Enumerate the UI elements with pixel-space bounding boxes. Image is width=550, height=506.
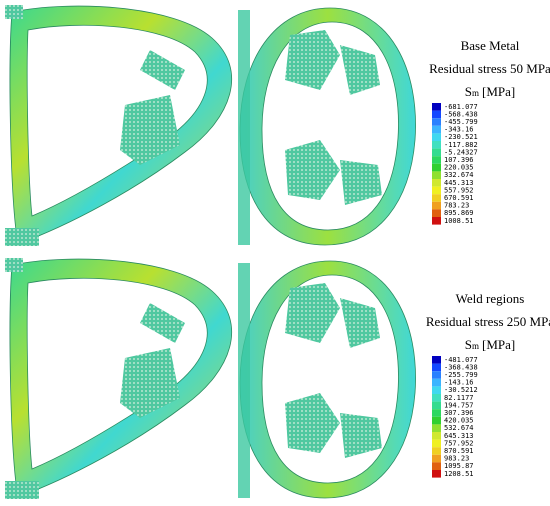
level-label: -117.882 [444,141,478,149]
quantity-label: Sm [MPa] [465,84,515,99]
level-label: -230.521 [444,133,478,141]
level-label: 307.396 [444,409,474,417]
unit: [MPa] [482,337,515,352]
legend-title: Weld regions [456,291,525,306]
render-top [4,4,417,247]
color-swatch [432,179,441,187]
color-swatch [432,386,441,394]
level-label: 420.035 [444,417,474,425]
level-label: 532.674 [444,424,474,432]
level-label: -143.16 [444,379,474,387]
level-label: 895.869 [444,209,474,217]
subscript: m [472,341,479,351]
color-swatch [432,356,441,364]
level-label: 1095.87 [444,462,474,470]
level-label: 645.313 [444,432,474,440]
level-label: -343.16 [444,126,474,134]
color-swatch [432,416,441,425]
level-label: -568.438 [444,110,478,118]
color-swatch [432,194,441,202]
color-swatch [432,454,441,463]
legend-subtitle: Residual stress 50 MPa [429,61,550,76]
level-label: -255.799 [444,371,478,379]
level-label: 82.1177 [444,394,474,402]
level-label: -681.077 [444,103,478,111]
color-swatch [432,171,441,179]
level-label: 557.952 [444,186,474,194]
legend-title: Base Metal [461,38,520,53]
color-swatch [432,217,441,225]
color-swatch [432,378,441,387]
level-label: 220.035 [444,164,474,172]
level-label: 983.23 [444,455,469,463]
color-swatch [432,133,441,141]
color-swatch [432,201,441,210]
color-swatch [432,409,441,417]
symbol: S [465,84,472,99]
level-label: 870.591 [444,447,474,455]
level-label: 1208.51 [444,470,474,478]
legend-subtitle: Residual stress 250 MPa [426,314,550,329]
level-label: -5.24327 [444,148,478,156]
level-label: 332.674 [444,171,474,179]
color-swatch [432,432,441,440]
color-swatch [432,363,441,372]
color-swatch [432,163,441,172]
level-label: 757.952 [444,439,474,447]
color-swatch [432,401,441,410]
level-label: 194.757 [444,401,474,409]
color-swatch [432,118,441,126]
color-swatch [432,462,441,470]
level-label: 1008.51 [444,217,474,225]
symbol: S [465,337,472,352]
color-swatch [432,141,441,149]
color-swatch [432,439,441,448]
color-swatch [432,447,441,455]
level-label: 445.313 [444,179,474,187]
color-swatch [432,148,441,157]
color-swatch [432,394,441,402]
level-label: 107.396 [444,156,474,164]
color-swatch [432,125,441,134]
render-bottom [4,257,417,500]
subscript: m [472,88,479,98]
color-swatch [432,209,441,217]
color-swatch [432,186,441,195]
color-swatch [432,371,441,379]
quantity-label: Sm [MPa] [465,337,515,352]
color-swatch [432,110,441,119]
level-label: -30.5212 [444,386,478,394]
level-label: -368.438 [444,363,478,371]
color-swatch [432,424,441,432]
level-label: 670.591 [444,194,474,202]
level-label: -455.799 [444,118,478,126]
color-swatch [432,156,441,164]
color-swatch [432,103,441,111]
color-swatch [432,470,441,478]
level-label: -481.077 [444,356,478,364]
unit: [MPa] [482,84,515,99]
level-label: 783.23 [444,202,469,210]
